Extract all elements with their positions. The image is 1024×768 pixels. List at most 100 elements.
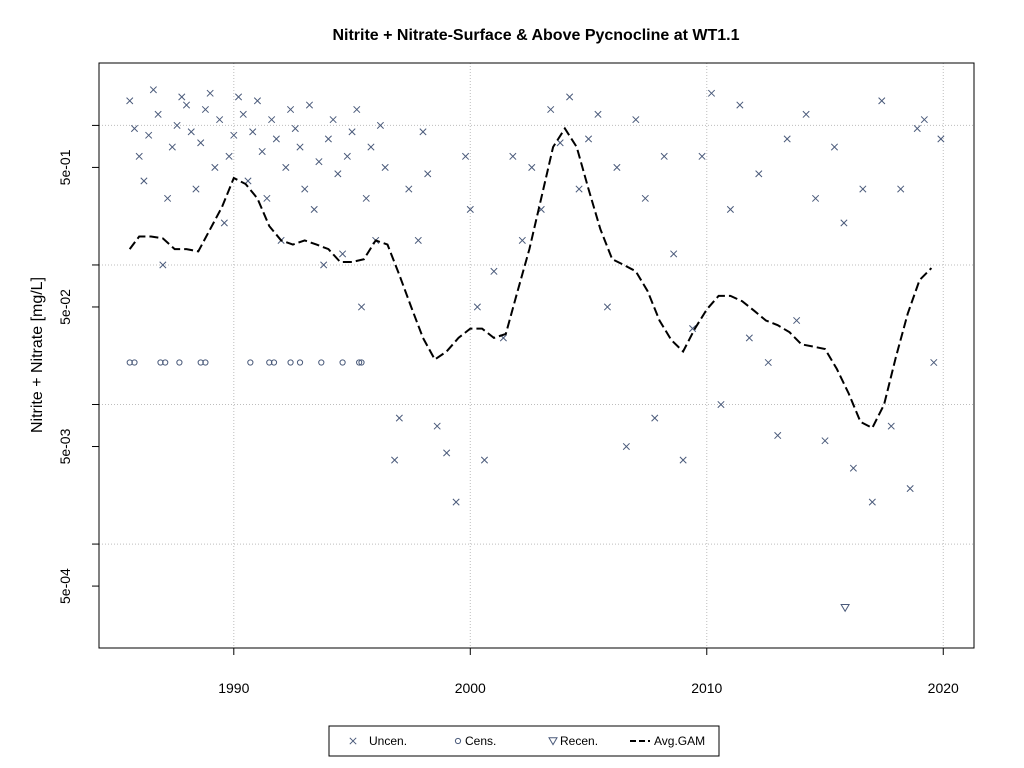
uncen-point: [641, 194, 649, 202]
uncen-point: [145, 131, 153, 139]
y-tick-label: 5e-03: [57, 428, 73, 464]
x-tick-label: 2020: [928, 680, 959, 696]
uncen-point: [253, 97, 261, 105]
uncen-point: [812, 194, 820, 202]
uncen-point: [821, 437, 829, 445]
uncen-point: [272, 135, 280, 143]
uncen-point: [225, 152, 233, 160]
uncen-point: [291, 124, 299, 133]
uncen-point: [802, 110, 810, 118]
grid: [99, 63, 974, 648]
uncen-point: [745, 334, 753, 342]
uncen-point: [211, 163, 219, 171]
uncen-point: [707, 89, 716, 97]
uncen-point: [414, 236, 422, 244]
uncen-point: [717, 400, 725, 409]
uncen-point: [230, 131, 238, 139]
uncen-point: [197, 139, 205, 147]
uncen-point: [466, 205, 474, 213]
uncen-point: [140, 177, 148, 185]
cens-point: [358, 359, 365, 366]
uncen-point: [689, 325, 697, 333]
y-tick-label: 5e-04: [57, 568, 73, 604]
uncen-point: [381, 163, 389, 171]
uncen-point: [490, 267, 498, 275]
uncen-point: [547, 105, 555, 114]
uncen-point: [906, 484, 914, 493]
uncen-point: [324, 135, 332, 143]
uncen-point: [830, 143, 839, 151]
chart-title: Nitrite + Nitrate-Surface & Above Pycnoc…: [332, 27, 739, 44]
uncen-point: [764, 358, 772, 367]
uncen-point: [566, 93, 574, 101]
uncen-point: [192, 185, 200, 193]
uncen-point: [584, 135, 593, 143]
uncen-point: [367, 143, 375, 151]
uncen-point: [135, 152, 143, 160]
uncen-point: [263, 194, 271, 202]
uncen-point: [164, 194, 172, 202]
uncen-point: [334, 170, 342, 178]
legend-label: Avg.GAM: [654, 734, 705, 748]
uncen-point: [301, 185, 309, 193]
uncen-point: [343, 152, 351, 160]
uncen-point: [887, 422, 895, 430]
uncen-point: [726, 205, 734, 213]
cens-point: [131, 359, 138, 366]
uncen-point: [783, 135, 791, 143]
uncen-point: [130, 124, 139, 133]
uncen-point: [268, 116, 276, 124]
uncen-point: [433, 422, 441, 430]
uncen-point: [173, 121, 181, 129]
uncen-point: [376, 121, 384, 129]
uncen-point: [159, 261, 167, 269]
uncen-point: [473, 303, 481, 311]
gam-series: [128, 126, 933, 430]
uncen-point: [348, 128, 356, 136]
uncen-point: [913, 124, 921, 133]
uncen-point: [462, 152, 470, 160]
cens-point: [339, 359, 346, 366]
uncen-point: [126, 97, 134, 105]
recen-point: [840, 603, 850, 613]
uncen-point: [154, 110, 162, 118]
uncen-point: [353, 105, 361, 114]
uncen-point: [528, 163, 536, 171]
uncen-point: [339, 250, 347, 258]
uncen-point: [168, 143, 176, 151]
legend: Uncen. Cens. Recen. Avg.GAM: [328, 725, 720, 757]
uncen-point: [395, 414, 403, 422]
uncen-point: [670, 250, 678, 258]
uncen-point: [859, 185, 867, 193]
uncen-point: [201, 105, 209, 114]
legend-cens-marker: [454, 737, 462, 745]
uncen-point: [897, 185, 905, 193]
uncen-point: [187, 128, 195, 136]
x-tick-label: 2010: [691, 680, 722, 696]
uncen-point: [315, 158, 323, 166]
axes: 1990 2000 2010 2020 5e-04 5e-03 5e-02 5e-01: [57, 124, 959, 696]
uncen-point: [840, 219, 848, 227]
uncen-point: [937, 135, 945, 143]
uncen-point: [509, 152, 517, 160]
uncen-point: [793, 316, 801, 325]
uncen-point: [305, 101, 314, 109]
y-axis-label: Nitrite + Nitrate [mg/L]: [29, 277, 46, 433]
cens-point: [318, 359, 325, 366]
uncen-point: [424, 170, 432, 178]
legend-label: Cens.: [465, 734, 496, 748]
gam-line: [128, 126, 933, 430]
uncen-point: [920, 116, 928, 124]
uncen-point: [930, 358, 938, 367]
legend-label: Recen.: [560, 734, 598, 748]
uncen-point: [258, 147, 266, 156]
legend-recen-marker: [548, 737, 558, 746]
cens-point: [202, 359, 209, 366]
uncen-point: [622, 442, 630, 451]
uncen-point: [178, 93, 186, 101]
uncen-point: [206, 89, 214, 97]
uncen-point: [391, 456, 399, 464]
uncen-point: [329, 116, 337, 124]
uncen-point: [282, 163, 290, 171]
